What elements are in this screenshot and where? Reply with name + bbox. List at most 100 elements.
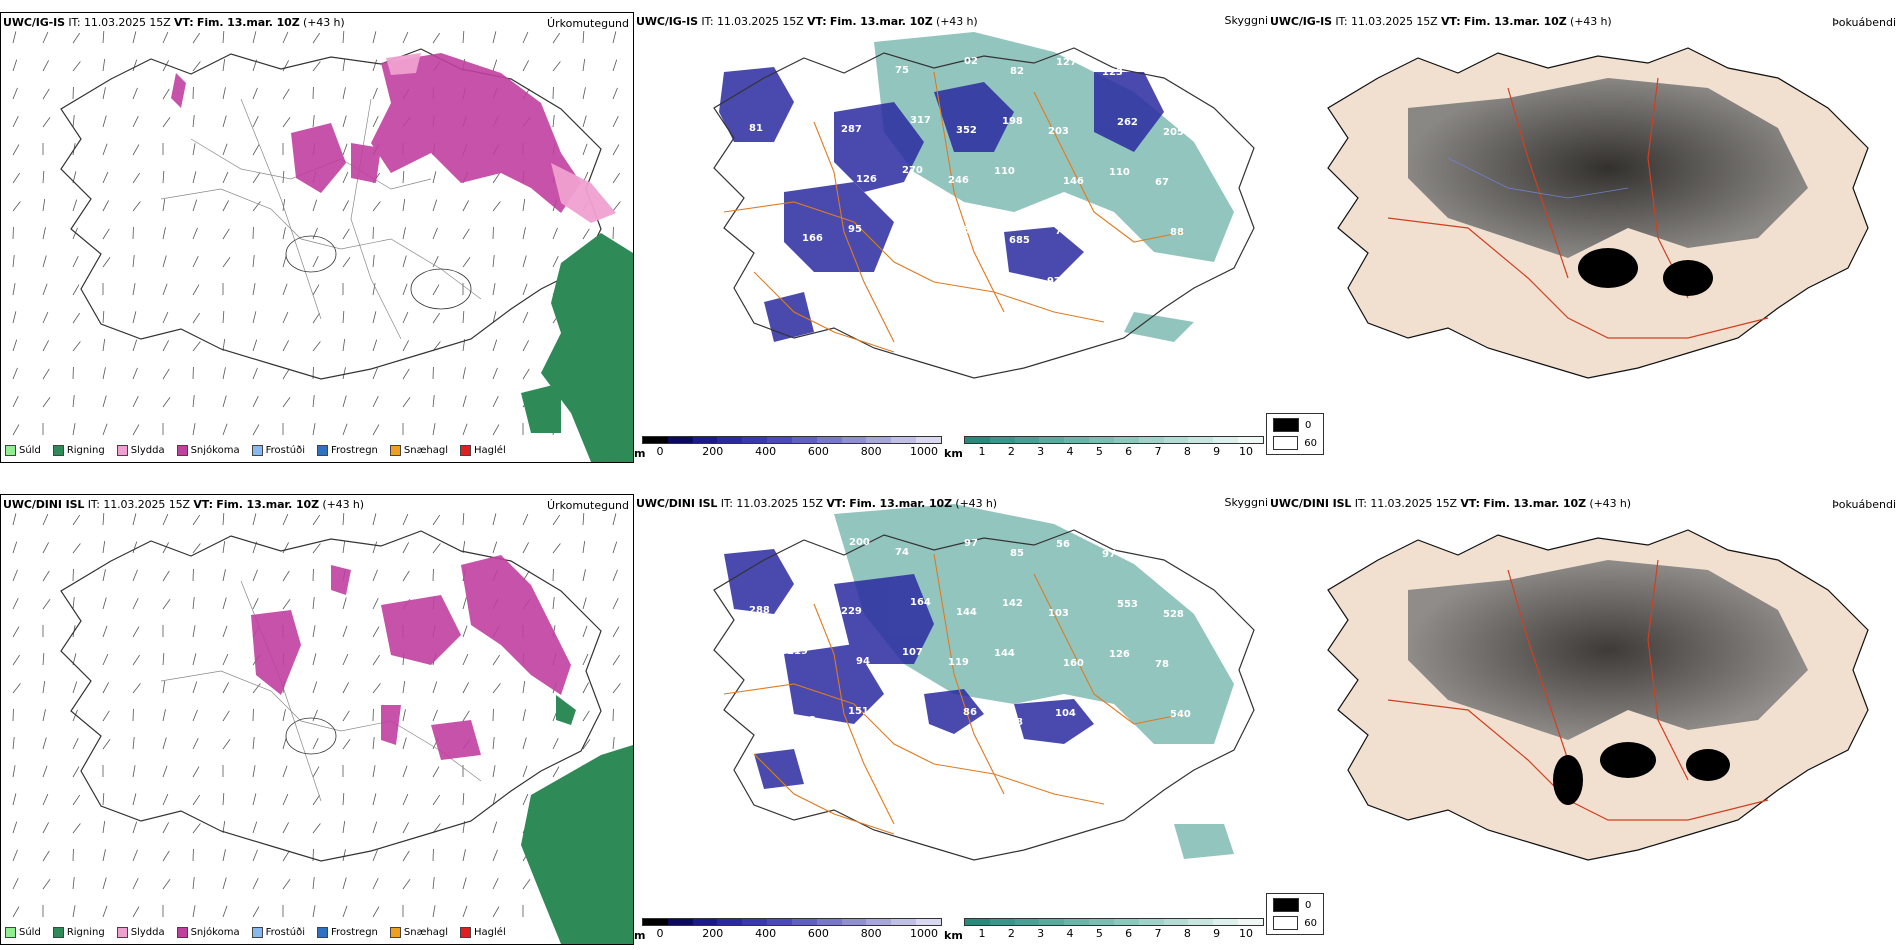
- wind-barb: [582, 513, 585, 526]
- wind-barb: [72, 115, 75, 128]
- wind-barb: [612, 737, 615, 750]
- wind-barb: [12, 878, 19, 890]
- wind-barb: [312, 794, 321, 806]
- colorbar-cell: [1213, 919, 1239, 925]
- wind-barb: [162, 255, 167, 268]
- wind-barb: [312, 877, 315, 890]
- legend-label: Frostregn: [331, 927, 378, 938]
- wind-barb: [612, 172, 621, 184]
- legend-swatch: [389, 927, 401, 938]
- wind-barb: [612, 541, 618, 554]
- legend-swatch: [460, 445, 472, 456]
- wind-barb: [192, 597, 195, 610]
- visibility-colorbar: 1 2 3 4 5 6 7 8 9 10: [964, 436, 1264, 458]
- wind-barb: [162, 397, 171, 408]
- fog-panel-bottom: UWC/DINI ISL IT: 11.03.2025 15Z VT: Fim.…: [1268, 494, 1900, 945]
- cloud-base-value: 138: [955, 275, 976, 286]
- wind-barb: [552, 766, 560, 778]
- colorbar-cell: [1064, 437, 1090, 443]
- wind-barb: [492, 878, 499, 890]
- cloud-base-value: 270: [902, 165, 923, 176]
- wind-barb: [252, 598, 259, 610]
- colorbar-cell: [767, 437, 792, 443]
- wind-barb: [432, 227, 438, 240]
- wind-barb: [312, 341, 321, 352]
- wind-barb: [222, 367, 226, 380]
- wind-barb: [192, 794, 201, 806]
- wind-barb: [432, 514, 441, 526]
- wind-barb: [342, 339, 346, 352]
- wind-barb: [132, 396, 139, 408]
- wind-barb: [132, 144, 140, 156]
- wind-barb: [42, 681, 46, 694]
- visibility-area: [874, 32, 1234, 342]
- wind-barb: [582, 228, 590, 240]
- colorbar-cell: [1039, 437, 1065, 443]
- fog-legend-row: 60: [1273, 436, 1317, 450]
- colorbar-cell: [1138, 919, 1164, 925]
- wind-barb: [552, 61, 561, 72]
- wind-barb: [492, 683, 501, 694]
- colorbar-cell: [742, 437, 768, 443]
- colorbar-tick: 6: [1125, 445, 1133, 458]
- wind-barb: [372, 367, 378, 380]
- wind-barb: [402, 397, 411, 408]
- panel-header: UWC/IG-IS IT: 11.03.2025 15Z VT: Fim. 13…: [636, 15, 978, 28]
- wind-barb: [552, 543, 561, 554]
- colorbar-cell: [1113, 437, 1139, 443]
- wind-barb: [522, 737, 527, 750]
- colorbar-tick: 600: [807, 445, 829, 458]
- wind-barb: [342, 423, 348, 436]
- wind-barb: [612, 513, 617, 526]
- cloud-base-value: 248: [803, 546, 824, 557]
- legend-label: Rigning: [66, 927, 105, 938]
- wind-barb: [342, 877, 347, 890]
- wind-barb: [402, 255, 407, 268]
- legend-swatch: [176, 927, 188, 938]
- wind-barb: [312, 681, 318, 694]
- wind-barb: [312, 199, 318, 212]
- precip-type-legend: Súld Rigning Slydda Snjókoma Frostúði Frostre…: [5, 927, 514, 938]
- wind-barb: [402, 822, 409, 834]
- wind-barb: [162, 653, 165, 666]
- fog-dense: [1408, 560, 1808, 740]
- wind-barb: [252, 283, 256, 296]
- cloud-base-value: 352: [956, 125, 977, 136]
- wind-barb: [102, 395, 107, 408]
- wind-barb: [102, 367, 106, 380]
- wind-barb: [462, 31, 465, 44]
- wind-barb: [462, 597, 467, 610]
- cloud-panel-top: 65 77 44 75 02 82 127 123 119 81 88 287 317 352 198 203…: [634, 12, 1268, 463]
- wind-barb: [42, 765, 48, 778]
- wind-barb: [432, 32, 441, 44]
- wind-barb: [132, 31, 137, 44]
- wind-barb: [402, 340, 409, 352]
- cloud-base-value: 56: [1056, 539, 1070, 550]
- wind-barb: [72, 312, 81, 324]
- snow-area: [251, 555, 571, 760]
- wind-barb: [162, 599, 171, 610]
- cloud-base-value: 95: [848, 224, 862, 235]
- colorbar-tick: 4: [1066, 445, 1074, 458]
- wind-barb: [222, 228, 230, 240]
- wind-barb: [72, 794, 81, 806]
- wind-barb: [222, 597, 227, 610]
- wind-barb: [12, 59, 18, 72]
- wind-barb: [222, 115, 227, 128]
- wind-barb: [12, 569, 18, 582]
- wind-barb: [162, 171, 165, 184]
- wind-barb: [42, 513, 49, 526]
- wind-barb: [132, 821, 138, 834]
- wind-barb: [192, 766, 200, 778]
- wind-barb: [582, 682, 589, 694]
- wind-barb: [252, 569, 258, 582]
- wind-barb: [522, 513, 529, 526]
- wind-barb: [372, 311, 377, 324]
- legend-item: Snjókoma: [176, 927, 240, 938]
- wind-barb: [522, 227, 526, 240]
- wind-barb: [432, 312, 441, 324]
- wind-barb: [72, 227, 78, 240]
- wind-barb: [132, 793, 137, 806]
- wind-barb: [252, 513, 257, 526]
- cloud-base-value: 104: [1055, 708, 1076, 719]
